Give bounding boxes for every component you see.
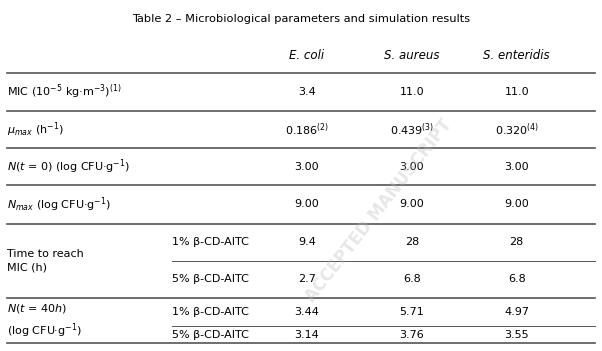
Text: 9.00: 9.00 bbox=[294, 199, 320, 210]
Text: 9.00: 9.00 bbox=[504, 199, 529, 210]
Text: 11.0: 11.0 bbox=[400, 87, 424, 97]
Text: 11.0: 11.0 bbox=[504, 87, 529, 97]
Text: Table 2 – Microbiological parameters and simulation results: Table 2 – Microbiological parameters and… bbox=[132, 14, 470, 24]
Text: 28: 28 bbox=[510, 237, 524, 247]
Text: E. coli: E. coli bbox=[290, 49, 324, 62]
Text: 3.76: 3.76 bbox=[400, 330, 424, 340]
Text: 3.00: 3.00 bbox=[400, 162, 424, 172]
Text: 3.00: 3.00 bbox=[504, 162, 529, 172]
Text: 5.71: 5.71 bbox=[400, 307, 424, 317]
Text: Time to reach
MIC (h): Time to reach MIC (h) bbox=[7, 249, 84, 273]
Text: 3.44: 3.44 bbox=[294, 307, 320, 317]
Text: 3.55: 3.55 bbox=[504, 330, 529, 340]
Text: ACCEPTED MANUSCRIPT: ACCEPTED MANUSCRIPT bbox=[302, 115, 456, 305]
Text: 6.8: 6.8 bbox=[403, 274, 421, 284]
Text: 3.00: 3.00 bbox=[295, 162, 319, 172]
Text: 4.97: 4.97 bbox=[504, 307, 529, 317]
Text: $N$($t$ = 40$h$)
(log CFU·g$^{-1}$): $N$($t$ = 40$h$) (log CFU·g$^{-1}$) bbox=[7, 302, 82, 340]
Text: $N$($t$ = 0) (log CFU·g$^{-1}$): $N$($t$ = 0) (log CFU·g$^{-1}$) bbox=[7, 158, 131, 176]
Text: 6.8: 6.8 bbox=[508, 274, 526, 284]
Text: 9.4: 9.4 bbox=[298, 237, 316, 247]
Text: 3.14: 3.14 bbox=[294, 330, 320, 340]
Text: S. aureus: S. aureus bbox=[384, 49, 439, 62]
Text: 0.186$^{(2)}$: 0.186$^{(2)}$ bbox=[285, 121, 329, 138]
Text: 28: 28 bbox=[405, 237, 419, 247]
Text: 5% β-CD-AITC: 5% β-CD-AITC bbox=[172, 330, 249, 340]
Text: 2.7: 2.7 bbox=[298, 274, 316, 284]
Text: $N_{max}$ (log CFU·g$^{-1}$): $N_{max}$ (log CFU·g$^{-1}$) bbox=[7, 195, 111, 214]
Text: 0.439$^{(3)}$: 0.439$^{(3)}$ bbox=[389, 121, 434, 138]
Text: 0.320$^{(4)}$: 0.320$^{(4)}$ bbox=[495, 121, 539, 138]
Text: S. enteridis: S. enteridis bbox=[483, 49, 550, 62]
Text: 1% β-CD-AITC: 1% β-CD-AITC bbox=[172, 237, 249, 247]
Text: 3.4: 3.4 bbox=[298, 87, 316, 97]
Text: MIC (10$^{-5}$ kg·m$^{-3}$)$^{(1)}$: MIC (10$^{-5}$ kg·m$^{-3}$)$^{(1)}$ bbox=[7, 82, 122, 101]
Text: $\mu_{max}$ (h$^{-1}$): $\mu_{max}$ (h$^{-1}$) bbox=[7, 120, 64, 139]
Text: 1% β-CD-AITC: 1% β-CD-AITC bbox=[172, 307, 249, 317]
Text: 5% β-CD-AITC: 5% β-CD-AITC bbox=[172, 274, 249, 284]
Text: 9.00: 9.00 bbox=[400, 199, 424, 210]
